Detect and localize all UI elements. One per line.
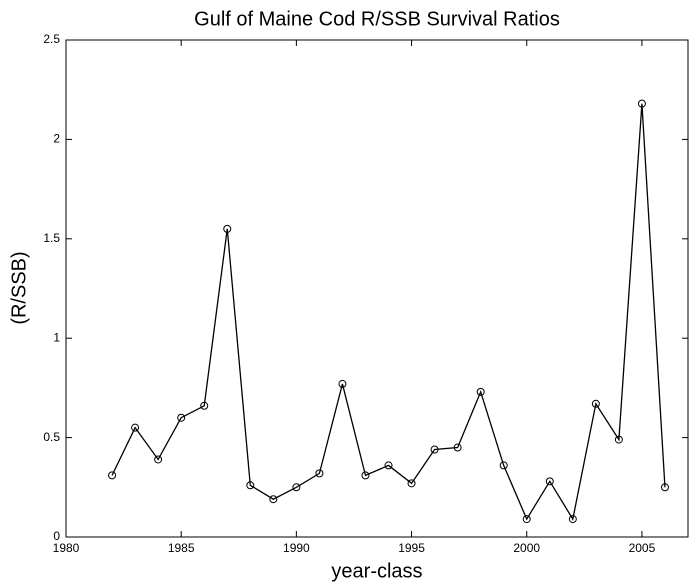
y-tick-label: 0.5 xyxy=(43,430,60,444)
data-point xyxy=(499,461,508,470)
data-point xyxy=(223,224,232,233)
y-tick-label: 0 xyxy=(53,529,60,543)
data-point xyxy=(522,515,531,524)
y-tick-label: 1 xyxy=(53,330,60,344)
x-tick-label: 1990 xyxy=(283,541,310,555)
data-point xyxy=(407,479,416,488)
x-tick-label: 1985 xyxy=(168,541,195,555)
data-point xyxy=(131,423,140,432)
data-point xyxy=(591,399,600,408)
y-axis-label: (R/SSB) xyxy=(8,251,30,324)
data-point xyxy=(338,379,347,388)
data-point xyxy=(361,471,370,480)
data-point xyxy=(384,461,393,470)
data-point xyxy=(453,443,462,452)
data-point xyxy=(108,471,117,480)
data-point xyxy=(177,413,186,422)
y-tick-label: 2 xyxy=(53,132,60,146)
data-point xyxy=(154,455,163,464)
x-axis-label: year-class xyxy=(331,560,422,582)
data-point xyxy=(545,477,554,486)
chart-title: Gulf of Maine Cod R/SSB Survival Ratios xyxy=(194,8,560,30)
data-point xyxy=(476,387,485,396)
x-tick-label: 1980 xyxy=(53,541,80,555)
data-point xyxy=(292,483,301,492)
data-point xyxy=(637,99,646,108)
plot-frame xyxy=(65,39,689,538)
y-tick-label: 2.5 xyxy=(43,32,60,46)
data-line xyxy=(111,103,666,521)
x-tick-label: 2005 xyxy=(629,541,656,555)
x-tick-label: 2000 xyxy=(513,541,540,555)
data-point xyxy=(430,445,439,454)
data-point xyxy=(315,469,324,478)
data-point xyxy=(200,401,209,410)
data-point xyxy=(269,495,278,504)
x-tick-label: 1995 xyxy=(398,541,425,555)
data-point xyxy=(660,483,669,492)
y-tick-label: 1.5 xyxy=(43,231,60,245)
data-point xyxy=(246,481,255,490)
data-point xyxy=(568,515,577,524)
data-point xyxy=(614,435,623,444)
